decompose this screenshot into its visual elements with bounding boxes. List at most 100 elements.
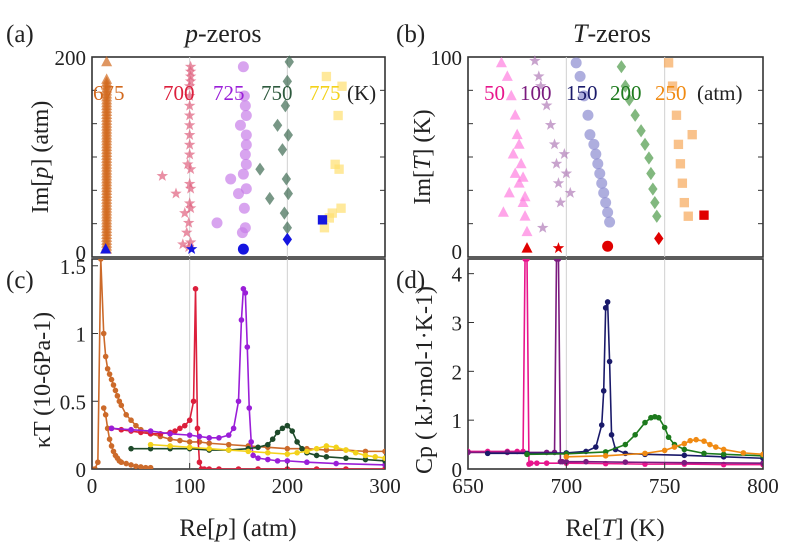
series-point [186, 432, 193, 438]
edge-zero-marker [185, 243, 198, 255]
series-point [604, 299, 611, 305]
x-tick-label: 750 [649, 474, 681, 498]
data-point [281, 172, 292, 186]
data-point [277, 143, 288, 157]
series-point [265, 456, 271, 463]
data-point [156, 169, 169, 181]
edge-zero-marker [521, 242, 533, 253]
data-point [184, 65, 197, 77]
data-point [650, 196, 660, 210]
label-775: 775 [309, 81, 341, 105]
series-point [147, 445, 154, 452]
series-point [622, 441, 629, 448]
edge-zero-marker [100, 243, 112, 254]
label-200: 200 [610, 81, 642, 105]
data-point [590, 148, 602, 160]
series-point [299, 445, 305, 452]
series-point [642, 419, 648, 426]
series-point [543, 460, 550, 466]
series-point [284, 458, 291, 464]
series-point [194, 425, 201, 432]
data-point [511, 128, 523, 140]
series-point [681, 440, 688, 447]
data-point [558, 148, 571, 159]
y-tick-label: 0 [76, 241, 87, 265]
panel-d-frame [467, 258, 764, 470]
series-point [313, 466, 320, 469]
series-point [504, 449, 511, 456]
series-point [608, 432, 615, 438]
series-point [269, 436, 276, 442]
panel-b-title: T-zeros [573, 19, 651, 48]
panel-a-letter: (a) [6, 21, 34, 48]
edge-zero-marker [699, 210, 709, 220]
label-750: 750 [261, 81, 293, 105]
data-point [560, 167, 573, 179]
data-point [240, 129, 252, 141]
data-point [503, 186, 515, 198]
series-point [313, 445, 320, 452]
series-point [206, 445, 212, 452]
series-point [190, 398, 197, 405]
data-point [584, 129, 596, 141]
data-point [544, 118, 557, 130]
y-tick-label: 3 [452, 311, 463, 335]
edge-zero-marker [654, 231, 664, 246]
series-point [118, 402, 125, 409]
data-point [667, 81, 678, 91]
data-point [282, 74, 293, 88]
data-point [630, 108, 640, 122]
edge-zero-marker [237, 243, 249, 255]
series-point [102, 353, 109, 360]
data-point [183, 80, 196, 92]
series-point [606, 358, 613, 365]
y-tick-label: 1.5 [60, 255, 86, 279]
data-point [554, 196, 567, 208]
data-point [620, 79, 631, 93]
series-point [655, 414, 662, 421]
data-point [184, 75, 197, 87]
series-point [362, 452, 369, 459]
series-point [713, 444, 719, 450]
data-point [535, 80, 547, 92]
series-point [95, 459, 101, 466]
series-line [468, 259, 763, 466]
label-250: 250 [655, 81, 687, 105]
x-tick-label: 200 [272, 474, 304, 498]
data-point [602, 206, 614, 218]
series-point [304, 459, 310, 466]
panel-a-title: p-zeros [183, 19, 262, 48]
data-point [334, 164, 344, 174]
label-100: 100 [520, 81, 552, 105]
series-point [284, 422, 291, 429]
data-point [280, 99, 291, 113]
series-line [131, 424, 385, 462]
panel-d-letter: (d) [396, 267, 425, 294]
data-point [238, 90, 250, 102]
data-point [588, 138, 600, 150]
data-point [592, 158, 604, 170]
data-point [240, 183, 252, 195]
data-point [184, 70, 197, 82]
data-point [505, 89, 517, 101]
edge-zero-marker [317, 215, 328, 225]
label-725: 725 [213, 81, 245, 105]
series-point [225, 447, 232, 453]
series-point [128, 462, 134, 468]
data-point [283, 128, 293, 142]
series-line [468, 259, 763, 464]
data-point [594, 168, 606, 180]
series-point [382, 455, 385, 461]
series-point [693, 436, 699, 443]
series-point [333, 444, 339, 451]
y-tick-label: 0.5 [60, 390, 86, 414]
data-point [284, 55, 294, 69]
data-point [648, 182, 658, 196]
data-point [652, 209, 662, 223]
data-point [679, 197, 690, 208]
series-point [528, 460, 534, 466]
data-point [255, 162, 265, 176]
series-point [343, 447, 349, 453]
x-tick-label: 100 [174, 474, 206, 498]
series-point [559, 458, 566, 465]
